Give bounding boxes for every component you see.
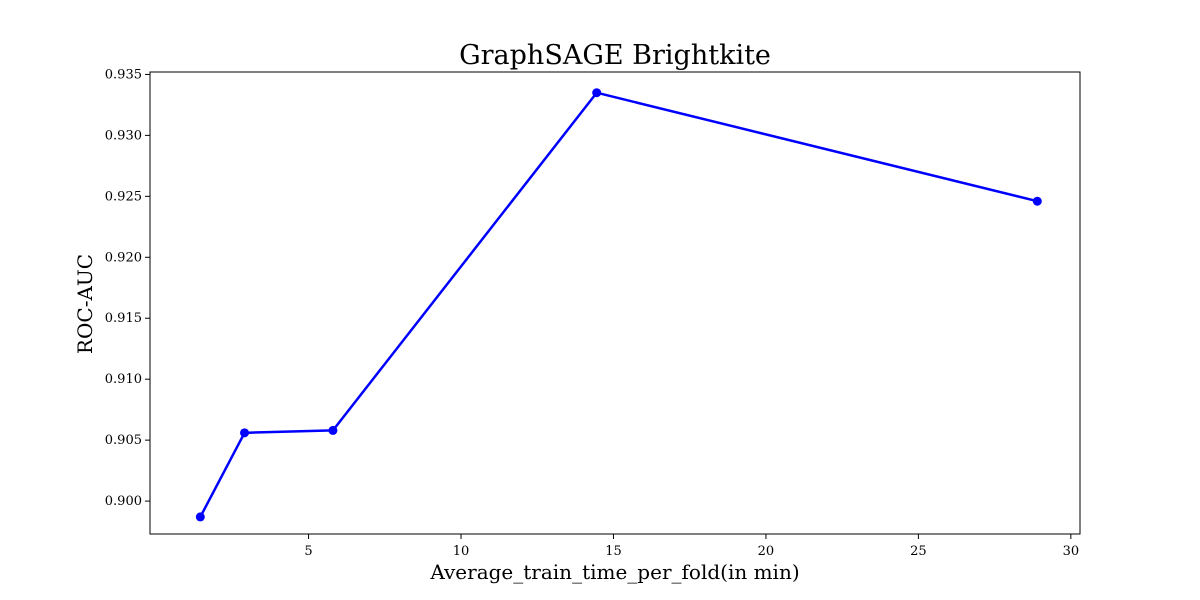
y-tick-label: 0.905 — [105, 433, 142, 448]
x-tick-label: 30 — [1063, 544, 1080, 559]
x-tick-label: 5 — [304, 544, 312, 559]
y-tick-label: 0.915 — [105, 311, 142, 326]
plot-area-frame — [149, 71, 1081, 535]
x-tick-label: 10 — [453, 544, 470, 559]
x-tick-label: 20 — [758, 544, 775, 559]
x-tick-label: 25 — [910, 544, 927, 559]
y-axis-ticks: 0.900 0.905 0.910 0.915 0.920 0.925 0.930 0.935 — [105, 67, 150, 509]
data-point — [592, 88, 602, 98]
y-axis-label: ROC-AUC — [73, 254, 97, 354]
y-tick-label: 0.930 — [105, 128, 142, 143]
y-tick-label: 0.925 — [105, 189, 142, 204]
y-tick-label: 0.910 — [105, 372, 142, 387]
chart-title: GraphSAGE Brightkite — [459, 40, 771, 71]
x-tick-label: 15 — [605, 544, 622, 559]
y-tick-label: 0.935 — [105, 67, 142, 82]
x-axis-ticks: 5 10 15 20 25 30 — [304, 534, 1079, 559]
data-point — [195, 512, 205, 522]
x-axis-label: Average_train_time_per_fold(in min) — [429, 560, 799, 584]
y-tick-label: 0.920 — [105, 250, 142, 265]
data-point — [328, 425, 338, 435]
series-line — [199, 91, 1038, 518]
data-series — [195, 88, 1042, 522]
data-point — [1032, 196, 1042, 206]
y-tick-label: 0.900 — [105, 494, 142, 509]
data-point — [240, 428, 250, 438]
